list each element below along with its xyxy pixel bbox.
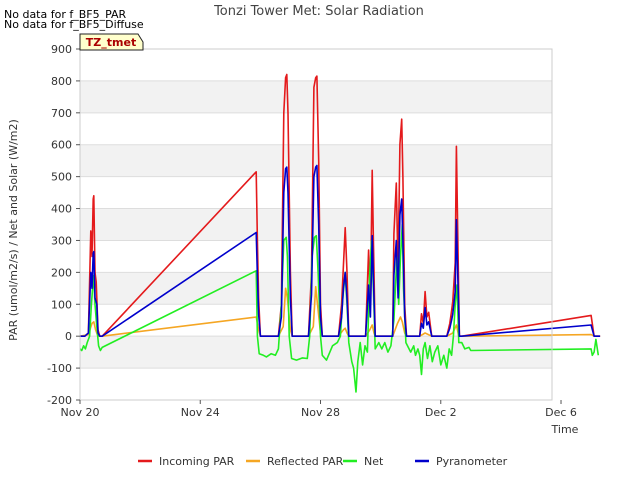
y-tick-label: 0 — [65, 330, 72, 343]
legend-label: Pyranometer — [436, 455, 508, 468]
no-data-notice-2: No data for f_BF5_Diffuse — [4, 18, 144, 31]
y-tick-label: -200 — [47, 394, 72, 407]
x-tick-label: Nov 28 — [301, 406, 340, 419]
chart-title: Tonzi Tower Met: Solar Radiation — [213, 4, 424, 19]
x-tick-label: Nov 20 — [61, 406, 100, 419]
plot-frame — [79, 48, 553, 401]
legend-label: Incoming PAR — [159, 455, 235, 468]
band — [80, 144, 552, 177]
y-tick-label: 300 — [51, 234, 72, 247]
series-line-net — [79, 223, 600, 393]
no-data-notice-1: No data for f_BF5_PAR — [4, 8, 127, 21]
legend-label: Net — [364, 455, 384, 468]
y-tick-label: -100 — [47, 362, 72, 375]
legend: Incoming PAR Reflected PAR Net Pyranometer — [138, 455, 508, 468]
legend-label: Reflected PAR — [267, 455, 344, 468]
series-line-pyranometer — [80, 164, 601, 337]
y-axis-ticks: -200 -100 0 100 200 300 400 500 600 700 800 900 — [47, 43, 80, 407]
x-axis-label: Time — [551, 423, 579, 436]
x-tick-label: Dec 6 — [545, 406, 577, 419]
x-tick-label: Dec 2 — [425, 406, 457, 419]
x-tick-label: Nov 24 — [181, 406, 220, 419]
y-tick-label: 700 — [51, 107, 72, 120]
band — [80, 336, 552, 369]
x-axis-ticks: Nov 20 Nov 24 Nov 28 Dec 2 Dec 6 — [61, 400, 577, 419]
site-badge: TZ_tmet — [79, 33, 144, 51]
y-axis-label: PAR (umol/m2/s) / Net and Solar (W/m2) — [7, 119, 20, 341]
y-tick-label: 800 — [51, 75, 72, 88]
y-tick-label: 500 — [51, 171, 72, 184]
background-bands — [80, 80, 552, 369]
series-layer — [79, 73, 601, 393]
y-tick-label: 100 — [51, 298, 72, 311]
y-tick-label: 600 — [51, 139, 72, 152]
y-tick-label: 900 — [51, 43, 72, 56]
band — [80, 80, 552, 113]
y-tick-label: 200 — [51, 266, 72, 279]
y-tick-label: 400 — [51, 203, 72, 216]
site-badge-label: TZ_tmet — [86, 36, 136, 49]
